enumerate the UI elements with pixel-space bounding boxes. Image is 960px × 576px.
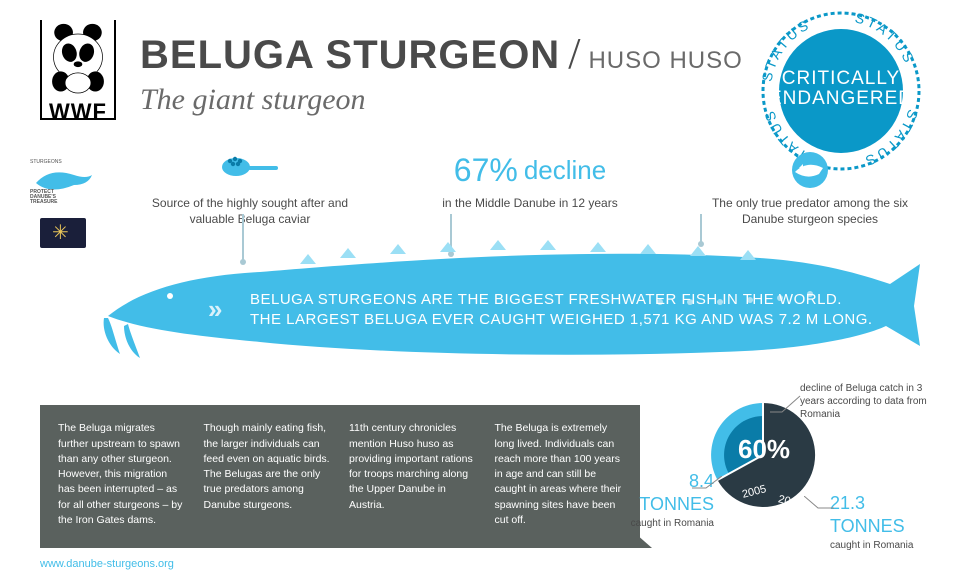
leader-line [770,392,810,416]
callout-predator: The only true predator among the six Dan… [700,150,920,227]
predator-icon [700,150,920,190]
fact-column: The Beluga is extremely long lived. Indi… [495,421,623,528]
catch-decline-chart: 60% 2005 2002 decline of Beluga catch in… [630,382,930,552]
svg-text:CRITICALLY: CRITICALLY [782,68,900,89]
leader-line [804,496,834,512]
fact-column: 11th century chronicles mention Huso hus… [349,421,477,528]
callout-decline-text: in the Middle Danube in 12 years [420,196,640,212]
svg-text:ENDANGERED: ENDANGERED [769,88,913,109]
chart-top-label: decline of Beluga catch in 3 years accor… [800,382,930,421]
source-url: www.danube-sturgeons.org [40,558,174,570]
title-common-name: BELUGA STURGEON [140,33,560,77]
leader-line [692,476,722,492]
sturgeons-campaign-logo: STURGEONS PROTECT DANUBE'S TREASURE [30,155,96,203]
svg-text:STURGEONS: STURGEONS [30,159,62,165]
decline-percent: 67% [454,152,518,189]
decline-word: decline [524,155,606,186]
chevron-icon: » [208,294,216,325]
title-slash: / [564,29,584,78]
life-programme-logo [40,218,86,248]
fish-fact-text: BELUGA STURGEONS ARE THE BIGGEST FRESHWA… [250,290,873,331]
wwf-logo: WWF [40,20,116,120]
spoon-caviar-icon [140,150,360,190]
callout-caviar-text: Source of the highly sought after and va… [140,196,360,227]
subtitle: The giant sturgeon [140,83,743,117]
svg-text:TREASURE: TREASURE [30,199,58,203]
fact-column: Though mainly eating fish, the larger in… [204,421,332,528]
callout-predator-text: The only true predator among the six Dan… [700,196,920,227]
callouts-row: Source of the highly sought after and va… [140,150,920,227]
wwf-text: WWF [42,99,114,125]
panda-icon [42,20,114,94]
callout-caviar: Source of the highly sought after and va… [140,150,360,227]
fact-column: The Beluga migrates further upstream to … [58,421,186,528]
facts-panel: The Beluga migrates further upstream to … [40,405,640,548]
callout-decline: 67% decline in the Middle Danube in 12 y… [420,150,640,227]
chart-right-label: 21.3 TONNES caught in Romania [830,492,940,552]
title-block: BELUGA STURGEON / HUSO HUSO The giant st… [140,28,743,117]
donut-center-pct: 60% [738,434,790,465]
title-scientific-name: HUSO HUSO [588,47,742,74]
